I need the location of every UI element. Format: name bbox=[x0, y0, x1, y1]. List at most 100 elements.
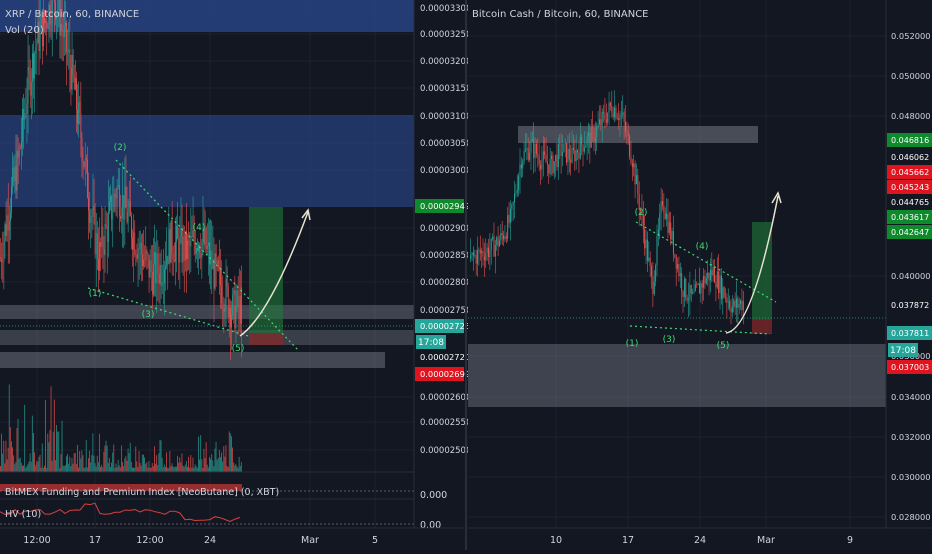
xrp-candle bbox=[236, 290, 238, 306]
xrp-candle bbox=[26, 103, 28, 114]
xrp-candle bbox=[156, 253, 158, 284]
right-time-axis[interactable]: 10 17 24 Mar 9 bbox=[468, 527, 932, 550]
left-price-tag-text: 0.00002942 bbox=[420, 201, 470, 211]
xrp-candle bbox=[208, 242, 209, 246]
bch-candle bbox=[520, 164, 522, 169]
volume-bar bbox=[35, 465, 37, 472]
xrp-candle bbox=[92, 206, 94, 217]
volume-bar bbox=[49, 430, 51, 472]
xrp-candle bbox=[29, 70, 31, 96]
left-x-tick: 17 bbox=[89, 535, 101, 546]
right-y-tick: 0.028000 bbox=[891, 512, 931, 522]
right-price-axis[interactable]: 0.0520000.0500000.0480000.0400000.036000… bbox=[885, 0, 932, 528]
bch-candle bbox=[597, 123, 599, 127]
volume-bar bbox=[165, 466, 166, 472]
xrp-btc-chart-panel[interactable]: (1) (2) (3) (4) (5) XRP / Bitcoin, 60, BINAN… bbox=[0, 0, 414, 528]
xrp-candle bbox=[125, 186, 127, 208]
bch-candle bbox=[556, 154, 558, 168]
bch-candle bbox=[479, 249, 481, 254]
bch-candle bbox=[704, 275, 706, 284]
volume-bar bbox=[135, 446, 137, 472]
bch-candle bbox=[582, 144, 584, 152]
volume-bar bbox=[218, 449, 220, 472]
left-y-tick: 0.00002550 bbox=[420, 418, 471, 428]
volume-bar bbox=[48, 442, 50, 472]
volume-bar bbox=[84, 467, 86, 472]
bch-candle bbox=[712, 267, 714, 276]
xrp-candle bbox=[211, 250, 213, 270]
volume-bar bbox=[195, 466, 197, 472]
bch-candle bbox=[492, 236, 494, 239]
xrp-candle bbox=[123, 195, 125, 220]
xrp-candle bbox=[168, 229, 170, 265]
left-y-tick: 0.00003050 bbox=[420, 139, 471, 149]
xrp-candle bbox=[57, 12, 59, 14]
xrp-candle bbox=[83, 162, 85, 168]
bch-btc-chart-panel[interactable]: (1) (2) (3) (4) (5) Bitcoin Cash / Bitcoin, … bbox=[465, 0, 886, 550]
bch-candle bbox=[716, 271, 718, 288]
bch-projection-arrow bbox=[725, 195, 779, 334]
xrp-candle bbox=[147, 254, 149, 255]
bch-candle bbox=[715, 282, 717, 288]
xrp-candle bbox=[172, 254, 174, 260]
volume-bar bbox=[126, 460, 128, 472]
bch-candle bbox=[590, 127, 592, 148]
bch-candle bbox=[567, 148, 569, 163]
xrp-candle bbox=[69, 49, 71, 68]
bch-candle bbox=[625, 121, 626, 132]
volume-bar bbox=[9, 427, 11, 472]
wave-label: (4) bbox=[696, 242, 709, 252]
xrp-candle bbox=[104, 224, 106, 255]
volume-bar bbox=[0, 465, 1, 472]
xrp-candle bbox=[74, 78, 76, 90]
volume-bar bbox=[17, 418, 19, 472]
bch-candle bbox=[496, 237, 498, 246]
volume-bar bbox=[68, 463, 70, 472]
xrp-candle bbox=[116, 186, 118, 199]
xrp-candle bbox=[16, 150, 18, 191]
volume-bar bbox=[194, 464, 196, 472]
volume-bar bbox=[47, 433, 49, 472]
volume-bar bbox=[187, 466, 188, 472]
volume-bar bbox=[55, 460, 56, 472]
left-y-tick: 0.00003100 bbox=[420, 112, 471, 122]
bch-candle bbox=[630, 156, 632, 163]
bch-candle bbox=[731, 306, 733, 313]
bch-upper-trendline bbox=[635, 221, 777, 303]
xrp-candle bbox=[41, 16, 43, 47]
bch-candle bbox=[592, 127, 594, 129]
right-x-tick: 24 bbox=[694, 535, 706, 546]
xrp-candle bbox=[225, 278, 227, 310]
left-y-tick: 0.00003150 bbox=[420, 84, 471, 94]
right-y-tick: 0.040000 bbox=[891, 271, 931, 281]
right-price-tag bbox=[887, 133, 932, 147]
xrp-candle bbox=[101, 226, 103, 247]
volume-bar bbox=[198, 436, 199, 472]
xrp-candle bbox=[142, 254, 143, 266]
xrp-candle bbox=[197, 247, 198, 252]
bch-candle bbox=[603, 111, 605, 113]
xrp-candle bbox=[70, 67, 72, 90]
bch-candle bbox=[545, 154, 547, 163]
volume-bar bbox=[102, 467, 104, 472]
right-price-tag bbox=[887, 180, 932, 194]
bch-candle bbox=[572, 147, 574, 150]
bch-candle bbox=[493, 236, 495, 257]
volume-bar bbox=[151, 463, 153, 472]
xrp-candle bbox=[217, 260, 219, 268]
bch-candle bbox=[679, 273, 681, 277]
bch-candle bbox=[512, 202, 514, 205]
wave-label: (1) bbox=[89, 289, 102, 299]
volume-bar bbox=[122, 462, 123, 472]
volume-bar bbox=[190, 454, 192, 472]
xrp-candle bbox=[58, 0, 60, 13]
left-price-axis[interactable]: 0.00003300 0.00003250 0.00003200 0.00003150… bbox=[413, 0, 471, 531]
volume-bar bbox=[128, 453, 130, 472]
volume-bar bbox=[3, 440, 5, 472]
xrp-candle bbox=[2, 261, 4, 263]
left-time-axis[interactable]: 12:00 17 12:00 24 Mar 5 bbox=[0, 527, 464, 550]
xrp-candle bbox=[89, 210, 91, 224]
xrp-candle bbox=[215, 253, 217, 264]
volume-bar bbox=[238, 457, 240, 472]
volume-bar bbox=[7, 447, 9, 472]
